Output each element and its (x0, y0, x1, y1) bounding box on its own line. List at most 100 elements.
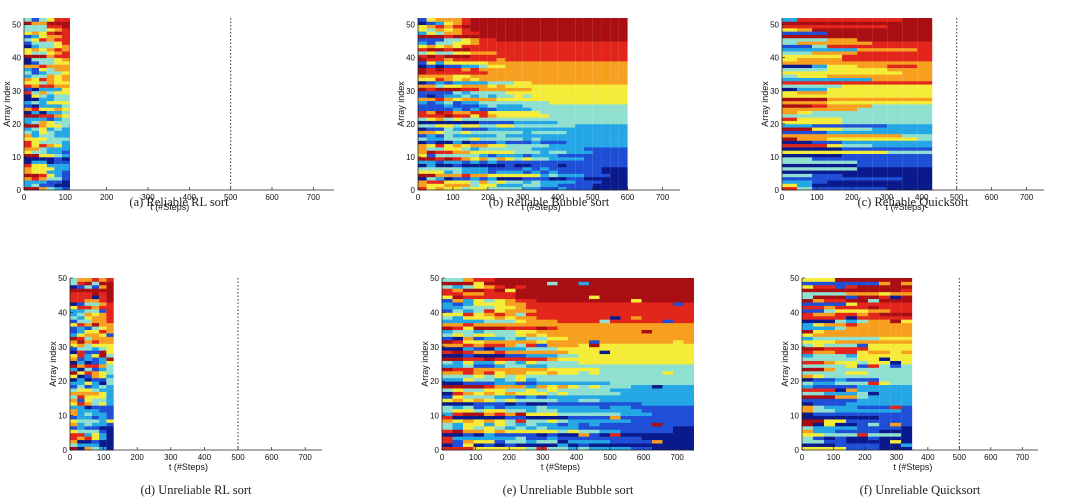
heatmap-cell (442, 439, 453, 444)
heatmap-cell (557, 123, 567, 128)
heatmap-cell (879, 429, 891, 434)
heatmap-cell (514, 130, 523, 135)
heatmap-cell (39, 156, 47, 161)
heatmap-cell (802, 315, 814, 320)
heatmap-cell (505, 24, 515, 29)
heatmap-cell (69, 160, 70, 164)
heatmap-cell (435, 31, 445, 35)
heatmap-cell (662, 388, 673, 392)
y-tick-label: 30 (770, 87, 779, 96)
heatmap-cell (557, 291, 568, 296)
heatmap-cell (461, 87, 471, 92)
heatmap-cell (583, 183, 593, 188)
heatmap-cell (505, 107, 515, 112)
heatmap-cell (479, 67, 488, 72)
heatmap-cell (61, 77, 70, 82)
heatmap-cell (461, 37, 471, 42)
x-tick-label: 0 (440, 453, 445, 462)
heatmap-cell (549, 117, 558, 121)
heatmap-cell (496, 80, 506, 85)
heatmap-cell (631, 422, 642, 427)
heatmap-cell (835, 339, 847, 344)
heatmap-cell (514, 24, 523, 29)
heatmap-cell (857, 443, 869, 447)
heatmap-cell (463, 295, 474, 300)
heatmap-cell (473, 381, 484, 386)
heatmap-cell (484, 343, 495, 348)
heatmap-cell (515, 329, 526, 334)
heatmap-cell (549, 37, 558, 42)
heatmap-cell (568, 377, 579, 382)
heatmap-cell (802, 425, 814, 430)
heatmap-cell (31, 107, 40, 112)
heatmap-cell (683, 394, 694, 399)
heatmap-cell (592, 77, 602, 82)
chart-2-caption: (b) Reliable Bubble sort (488, 195, 610, 209)
heatmap-cell (610, 370, 621, 375)
heatmap-cell (31, 47, 40, 52)
heatmap-cell (601, 173, 611, 178)
heatmap-cell (902, 84, 918, 88)
heatmap-cell (673, 315, 684, 320)
heatmap-cell (487, 180, 497, 184)
heatmap-cell (782, 74, 798, 78)
heatmap-cell (631, 333, 642, 337)
heatmap-cell (868, 278, 880, 282)
heatmap-cell (487, 166, 497, 171)
heatmap-cell (514, 31, 523, 35)
heatmap-cell (842, 41, 858, 45)
heatmap-cell (54, 170, 62, 174)
heatmap-cell (531, 133, 541, 138)
heatmap-cell (890, 436, 902, 441)
heatmap-cell (566, 97, 576, 102)
heatmap-cell (835, 415, 847, 420)
heatmap-cell (487, 74, 497, 78)
heatmap-cell (470, 80, 480, 85)
heatmap-cell (84, 329, 92, 334)
heatmap-cell (797, 77, 813, 82)
heatmap-cell (505, 51, 515, 55)
heatmap-cell (418, 67, 427, 72)
heatmap-cell (461, 44, 471, 49)
heatmap-cell (610, 443, 621, 447)
heatmap-cell (568, 336, 579, 341)
heatmap-cell (846, 429, 858, 434)
heatmap-cell (662, 288, 673, 293)
heatmap-cell (797, 186, 813, 191)
heatmap-cell (618, 137, 628, 141)
heatmap-cell (540, 153, 549, 158)
heatmap-cell (487, 51, 497, 55)
heatmap-cell (505, 137, 515, 141)
heatmap-cell (887, 37, 903, 42)
heatmap-cell (887, 137, 903, 141)
heatmap-cell (435, 90, 445, 95)
heatmap-cell (496, 130, 506, 135)
heatmap-cell (902, 107, 918, 112)
y-tick-label: 50 (770, 21, 779, 30)
heatmap-cell (505, 100, 515, 105)
heatmap-cell (452, 150, 462, 155)
heatmap-cell (802, 343, 814, 348)
heatmap-cell (531, 27, 541, 32)
heatmap-cell (857, 377, 869, 382)
heatmap-cell (557, 80, 567, 85)
heatmap-cell (487, 84, 497, 88)
heatmap-cell (484, 322, 495, 327)
heatmap-cell (461, 143, 471, 148)
heatmap-cell (61, 166, 70, 171)
heatmap-cell (435, 37, 445, 42)
heatmap-cell (662, 384, 673, 389)
heatmap-cell (515, 412, 526, 416)
heatmap-cell (827, 61, 843, 65)
heatmap-cell (662, 415, 673, 420)
heatmap-cell (673, 346, 684, 351)
heatmap-cell (610, 173, 619, 178)
heatmap-cell (426, 183, 436, 188)
heatmap-cell (813, 364, 825, 368)
heatmap-cell (487, 186, 497, 191)
heatmap-cell (452, 18, 462, 22)
heatmap-cell (514, 166, 523, 171)
heatmap-cell (452, 394, 463, 399)
heatmap-cell (599, 391, 610, 396)
